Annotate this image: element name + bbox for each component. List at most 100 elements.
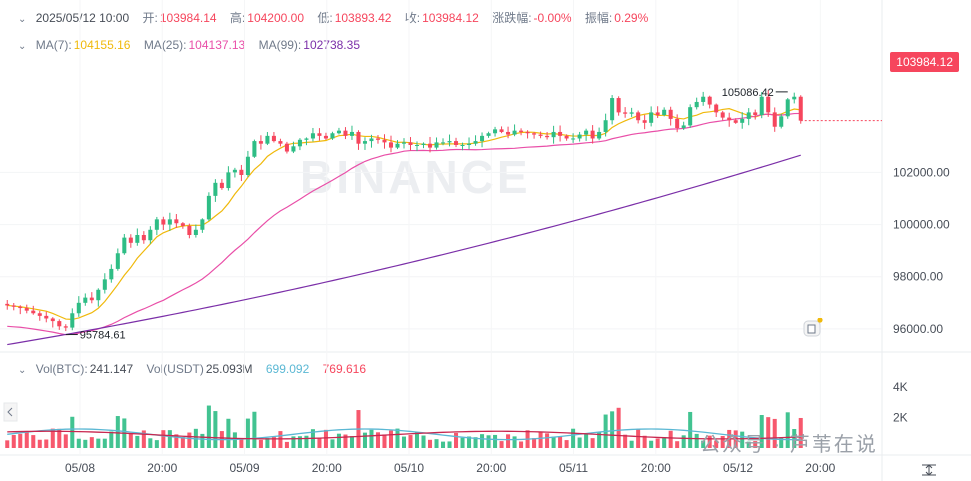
axis-settings-icon[interactable]: [920, 463, 940, 477]
volume-bars: [5, 405, 803, 448]
close-value: 103984.12: [422, 11, 479, 25]
volume-bar: [271, 437, 276, 448]
candle-body: [629, 112, 634, 114]
volume-bar: [655, 438, 660, 448]
high-marker-label: 105086.42: [722, 87, 774, 99]
volume-bar: [499, 441, 504, 448]
price-tick-label: 96000.00: [893, 322, 943, 336]
candle-body: [388, 142, 394, 148]
candle-body: [284, 143, 289, 152]
volume-bar: [278, 431, 283, 448]
volume-bar: [187, 432, 192, 448]
volume-bar: [382, 434, 387, 448]
volume-bar: [323, 429, 328, 448]
volume-bar: [239, 438, 244, 448]
volume-bar: [154, 440, 159, 448]
candle-body: [428, 143, 433, 148]
volume-bar: [649, 440, 654, 448]
candle-body: [447, 141, 452, 143]
ma-info: ⌄ MA(7): 104155.16 MA(25): 104137.13 MA(99…: [18, 38, 370, 52]
candle-body: [525, 131, 530, 134]
candle-body: [297, 139, 302, 147]
time-tick-label: 20:00: [312, 461, 342, 475]
volume-bar: [284, 441, 289, 448]
candle-body: [414, 145, 420, 146]
candle-body: [610, 98, 615, 121]
candle-body: [506, 131, 511, 135]
candle-body: [141, 235, 146, 241]
volume-bar: [506, 434, 511, 448]
candle-body: [597, 131, 602, 139]
volume-bar: [493, 434, 498, 448]
candle-body: [421, 143, 426, 145]
account-watermark: 公众号 · 芦苇在说: [700, 434, 878, 456]
volume-bar: [83, 439, 88, 448]
volume-bar: [50, 428, 55, 448]
volume-bar: [675, 441, 680, 448]
candle-body: [792, 96, 797, 100]
candle-body: [232, 169, 237, 173]
candle-body: [688, 107, 693, 126]
candle-body: [766, 96, 771, 113]
candle-body: [278, 141, 283, 144]
candle-body: [239, 169, 244, 175]
notes-icon[interactable]: [803, 318, 823, 338]
volume-bar: [590, 438, 595, 448]
volume-bar: [792, 429, 797, 448]
low-value: 103893.42: [334, 11, 392, 25]
volume-bar: [668, 430, 673, 448]
time-tick-label: 20:00: [147, 461, 177, 475]
volume-bar: [779, 437, 784, 448]
candle-body: [733, 120, 738, 123]
candle-body: [213, 182, 218, 196]
candle-body: [102, 279, 107, 290]
candle-body: [519, 130, 524, 132]
high-label: 高:: [229, 11, 246, 25]
candle-body: [323, 135, 328, 139]
ma99-label: MA(99):: [258, 38, 302, 52]
candle-body: [779, 116, 784, 127]
volume-bar: [401, 436, 407, 448]
volume-bar: [486, 435, 491, 448]
volume-bar: [551, 436, 556, 448]
candle-body: [330, 133, 335, 139]
candle-body: [109, 268, 114, 280]
chevron-down-icon[interactable]: ⌄: [18, 14, 27, 25]
high-value: 104200.00: [247, 11, 304, 25]
candle-body: [655, 112, 660, 115]
volume-bar: [694, 433, 699, 448]
volume-bar: [480, 434, 485, 448]
volume-bar: [564, 440, 569, 448]
candle-body: [473, 141, 478, 144]
volume-bar: [44, 439, 49, 448]
candle-body: [694, 101, 699, 108]
volume-bar: [662, 437, 667, 448]
vol-btc-value: 241.147: [89, 362, 134, 376]
time-tick-label: 20:00: [641, 461, 671, 475]
candle-body: [193, 229, 198, 235]
open-value: 103984.14: [159, 11, 217, 25]
volume-bar: [63, 434, 68, 448]
volume-bar: [629, 440, 634, 448]
chevron-left-icon[interactable]: [3, 402, 19, 422]
low-label: 低:: [317, 11, 333, 25]
volume-bar: [740, 431, 745, 448]
chevron-down-icon[interactable]: ⌄: [18, 365, 27, 376]
volume-bar: [167, 430, 172, 448]
volume-bar: [128, 433, 133, 448]
candle-body: [798, 96, 803, 121]
candle-body: [616, 98, 621, 113]
price-tick-label: 98000.00: [893, 270, 943, 284]
candle-body: [291, 146, 296, 152]
candle-body: [571, 138, 576, 140]
chevron-down-icon[interactable]: ⌄: [18, 41, 27, 52]
volume-bar: [213, 411, 218, 448]
volume-bar: [336, 433, 341, 448]
candle-body: [772, 112, 777, 127]
ma99-value: 102738.35: [303, 38, 360, 52]
candle-body: [785, 99, 790, 117]
candle-body: [668, 109, 673, 119]
